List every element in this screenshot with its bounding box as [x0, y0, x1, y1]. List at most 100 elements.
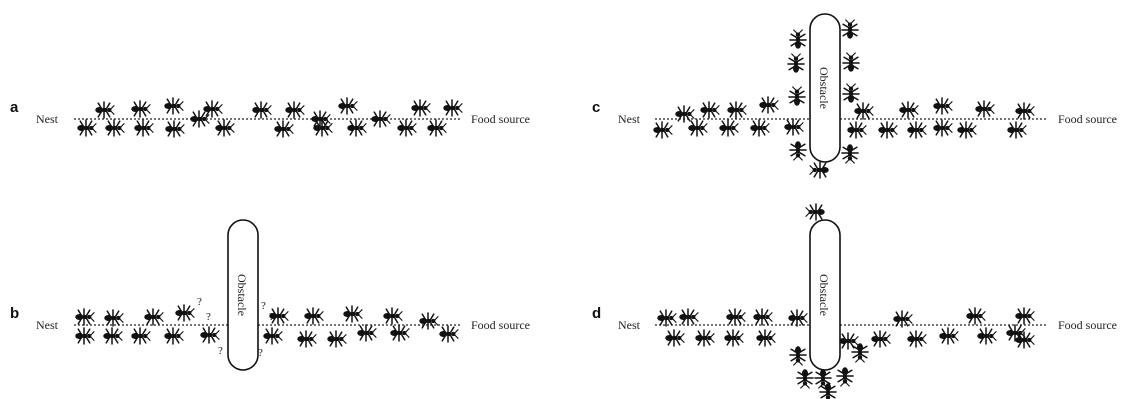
ant-icon: [877, 121, 899, 139]
ant-icon: [804, 203, 826, 221]
ant-icon: [789, 140, 807, 162]
ant-icon: [133, 119, 155, 137]
ant-icon: [326, 330, 348, 348]
ant-icon: [410, 99, 432, 117]
ant-icon: [842, 51, 860, 73]
ant-icon: [678, 308, 700, 326]
panel-b: b Nest Obstacle Food source ? ? ? ? ? ?: [10, 219, 530, 371]
ant-icon: [94, 101, 116, 119]
panel-c: c Nest Obstacle Food source: [592, 13, 1117, 179]
ant-icon: [932, 119, 954, 137]
ant-icon: [442, 99, 464, 117]
ant-icon: [356, 324, 378, 342]
obstacle-label: Obstacle: [817, 67, 831, 109]
food-source-label: Food source: [471, 112, 530, 126]
ant-icon: [841, 143, 859, 165]
ant-icon: [163, 97, 185, 115]
ant-icon: [396, 119, 418, 137]
ant-icon: [723, 329, 745, 347]
panel-letter: b: [10, 305, 19, 322]
ant-icon: [974, 100, 996, 118]
food-source-label: Food source: [1058, 318, 1117, 332]
ant-icon: [687, 119, 709, 137]
ant-icon: [202, 100, 224, 118]
ant-icon: [932, 97, 954, 115]
nest-label: Nest: [36, 112, 59, 126]
ant-icon: [262, 327, 284, 345]
ant-icon: [74, 308, 96, 326]
ant-icon: [842, 82, 860, 104]
question-mark: ?: [261, 300, 266, 312]
ant-group: [76, 97, 464, 138]
ant-icon: [337, 97, 359, 115]
ant-icon: [796, 368, 814, 390]
panel-a: a Nest Food source: [10, 97, 530, 138]
ant-icon: [808, 161, 830, 179]
ant-icon: [143, 308, 165, 326]
obstacle: [227, 219, 259, 371]
ant-icon: [788, 85, 806, 107]
ant-icon: [956, 121, 978, 139]
ant-icon: [965, 307, 987, 325]
ant-group: [74, 304, 460, 348]
ant-icon: [853, 102, 875, 120]
ant-icon: [749, 119, 771, 137]
question-mark: ?: [206, 311, 211, 323]
ant-icon: [1014, 307, 1036, 325]
ant-icon: [976, 327, 998, 345]
ant-icon: [174, 304, 196, 322]
ant-icon: [906, 121, 928, 139]
panel-letter: d: [592, 305, 601, 322]
ant-icon: [130, 100, 152, 118]
question-mark: ?: [197, 296, 202, 308]
panel-letter: a: [10, 99, 19, 116]
ant-icon: [699, 101, 721, 119]
ant-icon: [694, 329, 716, 347]
ant-icon: [787, 52, 805, 74]
ant-icon: [789, 28, 807, 50]
ant-icon: [752, 308, 774, 326]
ant-icon: [76, 119, 98, 137]
ant-icon: [725, 308, 747, 326]
ant-icon: [906, 330, 928, 348]
question-mark: ?: [218, 345, 223, 357]
obstacle-label: Obstacle: [817, 274, 831, 316]
ant-icon: [74, 327, 96, 345]
obstacle-label: Obstacle: [235, 274, 249, 316]
ant-icon: [273, 120, 295, 138]
ant-icon: [836, 366, 854, 388]
ant-icon: [851, 342, 869, 364]
ant-icon: [656, 309, 678, 327]
panel-d: d Nest Obstacle Food source: [592, 203, 1117, 399]
ant-icon: [870, 330, 892, 348]
ant-icon: [819, 382, 837, 399]
food-source-label: Food source: [1058, 112, 1117, 126]
nest-label: Nest: [36, 318, 59, 332]
ant-icon: [783, 118, 805, 136]
ant-icon: [938, 327, 960, 345]
ant-icon: [1006, 121, 1028, 139]
ant-icon: [296, 330, 318, 348]
ant-icon: [251, 101, 273, 119]
ant-icon: [438, 325, 460, 343]
ant-icon: [652, 121, 674, 139]
ant-icon: [664, 329, 686, 347]
ant-group: [652, 18, 1036, 179]
question-mark: ?: [258, 347, 263, 359]
ant-icon: [789, 345, 807, 367]
ant-icon: [214, 119, 236, 137]
ant-icon: [674, 105, 696, 123]
ant-icon: [284, 101, 306, 119]
food-source-label: Food source: [471, 318, 530, 332]
ant-icon: [199, 326, 221, 344]
ant-icon: [342, 305, 364, 323]
ant-icon: [382, 307, 404, 325]
panel-letter: c: [592, 99, 600, 116]
ant-icon: [758, 96, 780, 114]
ant-icon: [898, 101, 920, 119]
ant-icon: [726, 101, 748, 119]
obstacle: [809, 13, 841, 163]
ant-icon: [389, 324, 411, 342]
ant-icon: [104, 119, 126, 137]
